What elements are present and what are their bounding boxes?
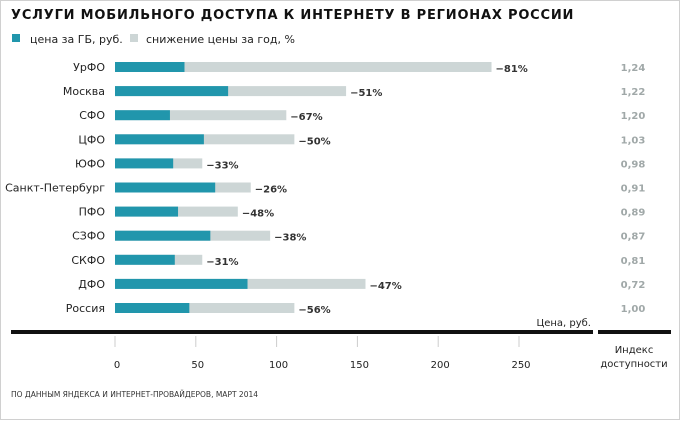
change-label: −31% [206,257,238,268]
source-note: ПО ДАННЫМ ЯНДЕКСА И ИНТЕРНЕТ-ПРОВАЙДЕРОВ… [11,390,258,399]
bar-price [115,158,174,169]
bar-price [115,206,179,217]
bar-row: СЗФО −38% 0,87 [72,230,645,244]
index-axis-line [598,330,671,334]
bar-row: СФО −67% 1,20 [79,109,645,123]
x-axis-line [11,330,593,334]
legend-label-price: цена за ГБ, руб. [30,33,123,46]
category-label: ДФО [78,278,105,291]
bar-row: УрФО −81% 1,24 [73,61,645,75]
bar-row: ПФО −48% 0,89 [79,206,646,220]
x-tick-label: 0 [114,360,120,371]
index-label-line2: доступности [600,359,667,370]
change-label: −47% [369,281,401,292]
category-label: Москва [63,85,105,98]
legend-swatch-decline [130,34,138,42]
category-label: СЗФО [72,230,105,243]
index-value: 0,91 [621,184,646,195]
bar-previous-price [115,303,295,313]
change-label: −50% [298,136,330,147]
bar-price [115,303,190,313]
bar-row: ДФО −47% 0,72 [78,278,645,292]
x-tick-label: 250 [511,360,530,371]
change-label: −56% [298,305,330,316]
change-label: −33% [206,160,238,171]
category-label: СФО [79,109,105,122]
index-value: 0,89 [621,208,646,219]
category-label: ЮФО [75,157,105,170]
bar-price [115,62,185,72]
bar-previous-price [115,86,347,97]
change-label: −38% [274,233,306,244]
bar-price [115,278,248,289]
x-tick-label: 150 [350,360,369,371]
category-label: Санкт-Петербург [5,182,105,195]
bar-row: Москва −51% 1,22 [63,85,646,99]
index-value: 1,22 [621,87,646,98]
index-value: 0,98 [621,159,646,170]
index-value: 0,72 [621,280,646,291]
change-label: −81% [496,64,528,75]
bar-row: ЮФО −33% 0,98 [75,157,645,171]
bar-price [115,134,204,145]
bar-previous-price [115,110,287,121]
category-label: Россия [66,302,105,315]
category-label: СКФО [71,254,105,267]
index-value: 0,81 [621,256,646,267]
x-axis-label: Цена, руб. [536,318,591,329]
legend-swatch-price [12,34,20,42]
bar-row: ЦФО −50% 1,03 [78,133,645,147]
change-label: −26% [255,185,287,196]
bar-row: Россия −56% 1,00 [66,302,646,316]
category-label: УрФО [73,61,105,74]
change-label: −67% [290,112,322,123]
bar-price [115,182,216,193]
change-label: −48% [242,209,274,220]
chart-title: УСЛУГИ МОБИЛЬНОГО ДОСТУПА К ИНТЕРНЕТУ В … [11,8,574,23]
bar-previous-price [115,134,295,145]
index-label-line1: Индекс [615,345,654,356]
bar-price [115,230,211,241]
change-label: −51% [350,88,382,99]
index-value: 1,24 [621,63,646,74]
bar-price [115,86,229,97]
x-tick-label: 100 [269,360,288,371]
index-value: 0,87 [621,232,646,243]
bar-row: СКФО −31% 0,81 [71,254,645,268]
index-value: 1,03 [621,135,646,146]
bar-row: Санкт-Петербург −26% 0,91 [5,182,645,196]
category-label: ПФО [79,206,106,219]
x-tick-label: 200 [431,360,450,371]
category-label: ЦФО [78,133,105,146]
bar-price [115,254,175,265]
bar-previous-price [115,62,492,72]
bar-price [115,110,170,121]
index-value: 1,20 [621,111,646,122]
index-value: 1,00 [621,304,646,315]
x-tick-label: 50 [191,360,204,371]
legend-label-decline: снижение цены за год, % [146,33,295,46]
